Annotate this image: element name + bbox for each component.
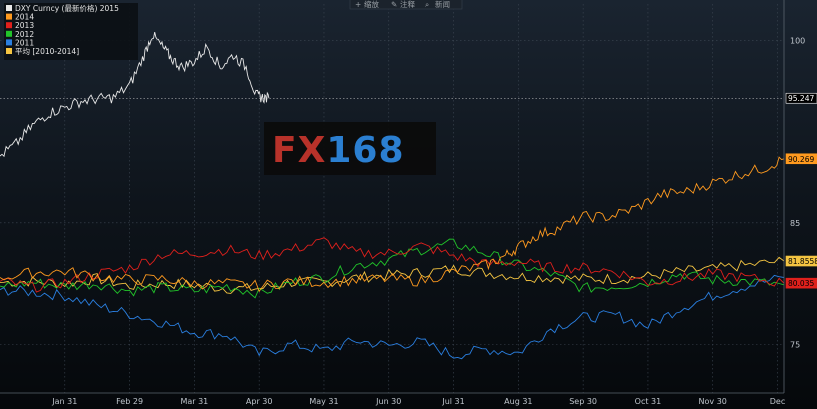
- x-tick-label: Jun 30: [375, 397, 401, 406]
- watermark-box: [264, 122, 436, 175]
- last-value-tag-avg: [785, 255, 817, 267]
- last-value-tag-2015: [785, 92, 817, 104]
- legend-swatch-2014: [6, 13, 12, 20]
- legend-label-2014: 2014: [15, 13, 34, 22]
- legend-label-2011: 2011: [15, 38, 34, 47]
- y-tick-label: 75: [790, 340, 800, 349]
- last-value-tags: 81.8558 80.035 90.269 95.247: [785, 92, 817, 289]
- y-tick-label: 100: [790, 36, 805, 45]
- watermark-168: 168: [326, 130, 404, 171]
- series-line-avg: [0, 256, 785, 294]
- x-tick-label: Jan 31: [51, 397, 77, 406]
- x-tick-label: Aug 31: [504, 397, 532, 406]
- annotate-label: 注释: [400, 0, 415, 9]
- y-tick-label: 85: [790, 219, 800, 228]
- legend-swatch-2015: [6, 5, 12, 11]
- last-value-text-2014: 90.269: [788, 155, 814, 164]
- series-layer: [0, 31, 785, 360]
- x-tick-label: Nov 30: [699, 397, 727, 406]
- legend-label-2012: 2012: [15, 30, 34, 39]
- plus-icon: +: [355, 0, 361, 9]
- series-line-2011: [0, 274, 785, 360]
- series-line-2012: [0, 238, 785, 299]
- zoom-button[interactable]: + 缩放: [355, 0, 379, 9]
- fx168-watermark: FX168: [264, 122, 436, 175]
- legend-box: [4, 3, 138, 60]
- legend-swatch-2012: [6, 30, 12, 37]
- series-line-2013: [0, 237, 785, 293]
- last-value-tag-2014: [785, 153, 817, 165]
- last-value-text-avg: 81.8558: [788, 257, 817, 266]
- chart-toolbar: + 缩放 ✎ 注释 ⌕ 新闻: [349, 0, 463, 10]
- news-label: 新闻: [435, 0, 450, 9]
- series-line-2014: [0, 156, 785, 293]
- pencil-icon: ✎: [391, 0, 397, 9]
- legend-swatch-avg: [6, 48, 12, 54]
- x-tick-label: Dec: [770, 397, 785, 406]
- watermark-text: FX168: [272, 130, 405, 171]
- x-tick-label: Sep 30: [569, 397, 597, 406]
- legend: DXY Curncy (最新价格) 20152014201320122011平均…: [4, 3, 138, 60]
- last-value-tag-2013: [785, 277, 817, 289]
- watermark-fx: FX: [272, 130, 326, 171]
- legend-label-2015: DXY Curncy (最新价格) 2015: [15, 3, 119, 13]
- legend-label-avg: 平均 [2010-2014]: [15, 46, 79, 56]
- annotate-button[interactable]: ✎ 注释: [391, 0, 415, 9]
- zoom-label: 缩放: [364, 0, 379, 9]
- axis-layer: Jan 31 Feb 29 Mar 31 Apr 30 May 31 Jun 30 Jul …: [0, 0, 805, 406]
- legend-label-2013: 2013: [15, 21, 34, 30]
- x-tick-label: Oct 31: [635, 397, 662, 406]
- toolbar-background: [349, 0, 463, 10]
- x-tick-label: May 31: [309, 397, 338, 406]
- news-button[interactable]: ⌕ 新闻: [425, 0, 450, 9]
- x-tick-label: Mar 31: [180, 397, 208, 406]
- x-tick-label: Jul 31: [441, 397, 464, 406]
- last-value-text-2013: 80.035: [788, 279, 814, 288]
- last-value-text-2015: 95.247: [788, 94, 814, 103]
- x-tick-label: Apr 30: [246, 397, 273, 406]
- legend-swatch-2011: [6, 39, 12, 46]
- grid-layer: [0, 4, 784, 393]
- search-icon: ⌕: [425, 0, 429, 9]
- legend-swatch-2013: [6, 22, 12, 29]
- x-tick-label: Feb 29: [116, 397, 143, 406]
- series-line-2015: [0, 31, 270, 158]
